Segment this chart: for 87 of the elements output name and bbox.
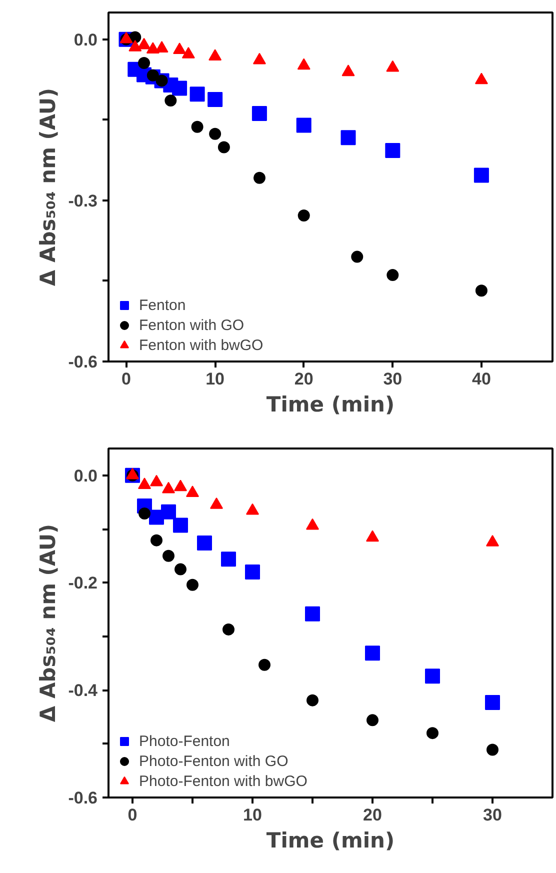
x-tick-label: 40: [472, 370, 491, 388]
x-tick-label: 10: [206, 370, 225, 388]
point: [342, 64, 355, 76]
point: [385, 142, 400, 158]
point: [155, 41, 168, 52]
point: [146, 69, 159, 82]
y-axis-title: Δ Abs₅₀₄ nm (AU): [36, 88, 60, 286]
y-tick-label: 0.0: [74, 30, 98, 50]
point: [474, 168, 489, 183]
point: [366, 530, 379, 542]
point: [297, 58, 310, 70]
y-tick-label: -0.3: [68, 191, 98, 210]
x-tick-label: 20: [294, 370, 314, 388]
x-axis-title: Time (min): [266, 392, 395, 416]
point: [222, 623, 234, 636]
point: [486, 744, 498, 756]
point: [426, 727, 438, 740]
point: [164, 94, 177, 107]
legend-label: Fenton: [139, 296, 186, 314]
point: [138, 38, 151, 50]
legend-label: Photo-Fenton with GO: [139, 752, 288, 770]
point: [306, 694, 318, 706]
point: [252, 106, 267, 121]
point: [253, 172, 266, 184]
x-tick-label: 10: [243, 806, 262, 824]
point: [173, 518, 188, 533]
point: [340, 130, 356, 146]
point: [258, 658, 270, 671]
point: [138, 478, 151, 489]
point: [296, 118, 312, 133]
point: [173, 42, 186, 54]
y-tick-label: 0.0: [74, 466, 98, 486]
point: [190, 86, 205, 102]
point: [252, 52, 266, 64]
point: [174, 563, 186, 576]
point: [475, 284, 488, 297]
point: [150, 534, 162, 546]
point: [174, 480, 187, 492]
y-axis-title: Δ Abs₅₀₄ nm (AU): [36, 524, 60, 722]
point: [191, 120, 204, 133]
point: [218, 141, 230, 154]
point: [298, 209, 310, 222]
point: [138, 56, 150, 69]
point: [162, 550, 174, 562]
point: [150, 474, 163, 486]
point: [386, 60, 400, 72]
x-tick-label: 30: [383, 370, 402, 388]
point: [245, 564, 260, 580]
point: [306, 518, 319, 530]
point: [366, 714, 378, 726]
point: [128, 40, 142, 52]
point: [182, 46, 195, 58]
point: [221, 552, 236, 567]
point: [386, 269, 399, 282]
x-tick-label: 20: [363, 806, 382, 824]
point: [486, 535, 499, 546]
point: [186, 486, 199, 498]
y-tick-label: -0.4: [68, 681, 98, 700]
legend-label: Photo-Fenton: [139, 732, 230, 750]
point: [210, 497, 223, 509]
point: [351, 250, 364, 263]
point: [208, 92, 223, 107]
x-tick-label: 0: [122, 370, 131, 388]
point: [162, 482, 175, 494]
point: [365, 646, 380, 661]
point: [172, 80, 188, 96]
point: [305, 606, 320, 622]
point: [146, 42, 160, 54]
point: [208, 49, 222, 60]
point: [474, 72, 488, 84]
legend-label: Photo-Fenton with bwGO: [139, 772, 308, 790]
x-tick-label: 0: [128, 806, 138, 824]
y-tick-label: -0.6: [68, 788, 98, 808]
x-axis-title: Time (min): [266, 828, 395, 852]
legend-label: Fenton with GO: [139, 316, 244, 334]
point: [138, 507, 150, 520]
legend-label: Fenton with bwGO: [139, 336, 264, 354]
point: [485, 694, 500, 710]
point: [197, 536, 212, 550]
point: [209, 128, 222, 140]
y-tick-label: -0.6: [68, 352, 98, 372]
point: [161, 504, 176, 520]
point: [425, 668, 440, 684]
x-tick-label: 30: [483, 806, 502, 824]
y-tick-label: -0.2: [68, 574, 98, 593]
point: [246, 503, 259, 515]
point: [186, 578, 198, 591]
